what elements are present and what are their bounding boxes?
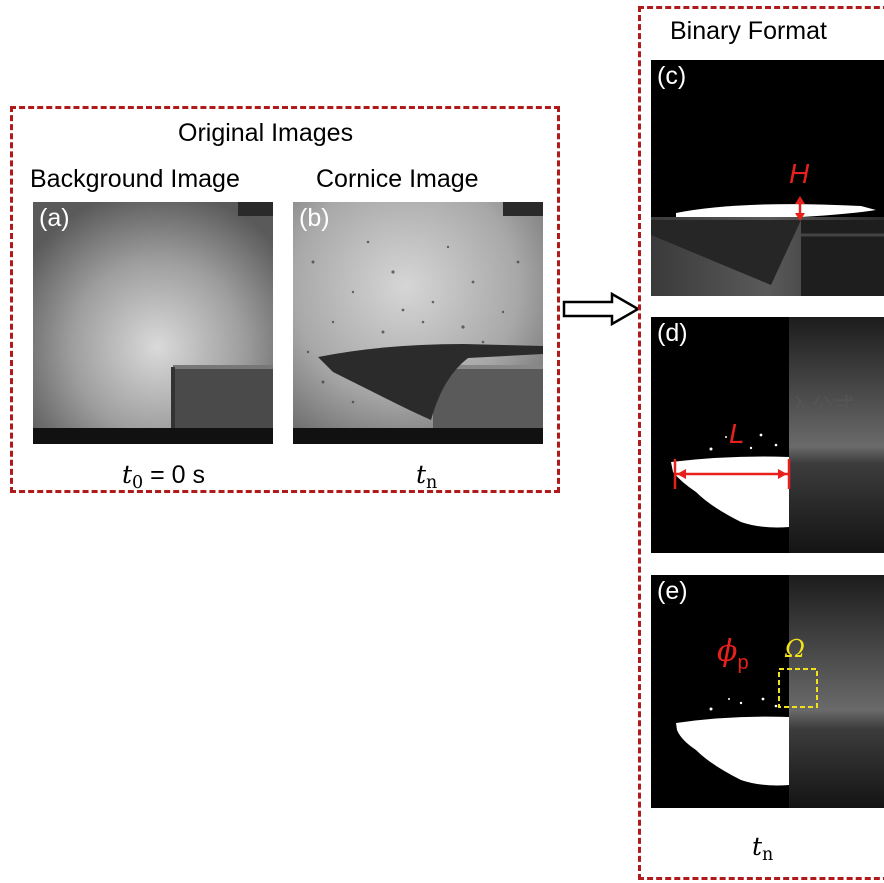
panel-b-label: (b) (299, 204, 330, 232)
length-symbol: L (729, 418, 745, 449)
height-symbol: H (789, 158, 810, 189)
watermark-text: 入公式 (789, 395, 856, 420)
binary-panel-e: (e) ϕp Ω (651, 575, 884, 808)
cornice-image-graphic (293, 202, 543, 444)
omega-symbol: Ω (785, 635, 805, 663)
binary-panel-c: (c) H (651, 60, 884, 296)
phi-porosity-symbol: ϕp (717, 634, 749, 674)
phi-symbol: ϕ (717, 634, 738, 669)
original-images-title: Original Images (178, 119, 354, 147)
time-t0-sub: 0 (132, 472, 144, 493)
time-tn-right-var: t (752, 832, 763, 861)
binary-panel-e-graphic (676, 575, 884, 808)
time-tn-left-var: t (416, 460, 427, 489)
background-image-panel: (a) (33, 202, 273, 444)
original-images-box (10, 106, 560, 493)
binary-format-title: Binary Format (670, 17, 827, 45)
binary-panel-d: (d) L 入公式 (651, 317, 884, 553)
cornice-image-panel: (b) (293, 202, 543, 444)
background-image-graphic (33, 202, 273, 444)
binary-format-box (638, 6, 884, 880)
panel-a-label: (a) (39, 204, 70, 232)
panel-e-label: (e) (657, 577, 688, 605)
time-t0-var: t (122, 460, 133, 489)
binary-panel-c-graphic (651, 196, 884, 296)
process-arrow (562, 292, 641, 326)
cornice-image-caption: Cornice Image (316, 165, 479, 193)
panel-d-label: (d) (657, 319, 688, 347)
binary-panel-d-graphic (671, 317, 884, 553)
time-tn-left-sub: n (426, 472, 438, 493)
background-image-caption: Background Image (30, 165, 240, 193)
time-label-tn-right: tn (752, 832, 773, 864)
panel-c-label: (c) (657, 62, 687, 90)
time-t0-rest: = 0 s (143, 461, 206, 489)
phi-subscript: p (737, 652, 749, 674)
time-tn-right-sub: n (762, 844, 774, 865)
time-label-t0: t0 = 0 s (122, 460, 206, 492)
time-label-tn-left: tn (416, 460, 437, 492)
